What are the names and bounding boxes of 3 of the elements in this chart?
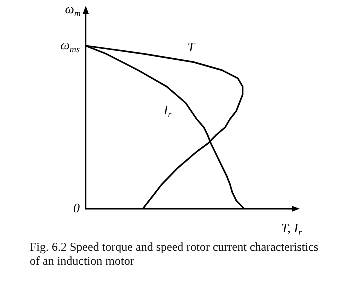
text: Fig. 6.2 Speed torque and speed rotor current characteristics of an induction motor — [30, 240, 320, 268]
series-label: T — [188, 40, 196, 55]
y-tick-label: 0 — [74, 200, 80, 216]
